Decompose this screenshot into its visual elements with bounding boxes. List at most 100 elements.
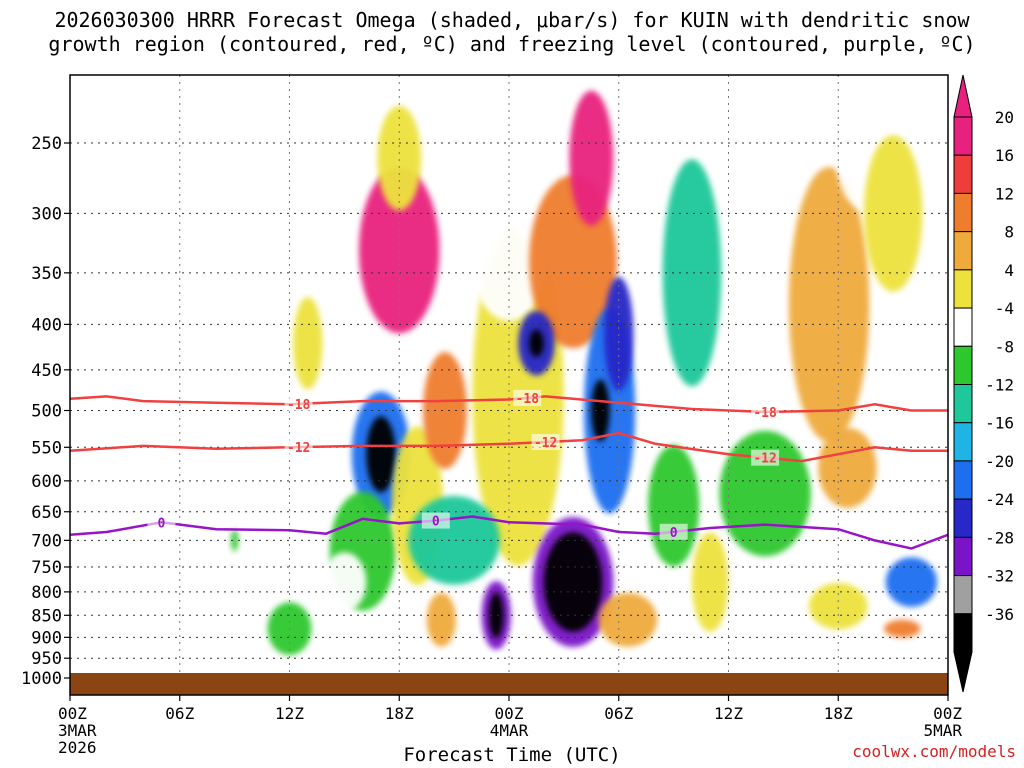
colorbar-label-0: 20 <box>995 108 1014 127</box>
contour-label-2-2: 0 <box>670 526 678 541</box>
contour-label-bg-0-0 <box>284 395 313 412</box>
y-tick-label-950: 950 <box>31 649 62 669</box>
y-tick-label-600: 600 <box>31 472 62 492</box>
y-tick-label-650: 650 <box>31 503 62 523</box>
x-tick-date-4: 4MAR <box>490 721 529 740</box>
y-tick-label-800: 800 <box>31 583 62 603</box>
colorbar-label-2: 12 <box>995 184 1014 203</box>
omega-cell-13 <box>569 90 614 226</box>
colorbar-swatch-7 <box>953 384 973 424</box>
colorbar-label-13: -36 <box>985 605 1014 624</box>
omega-cell-12 <box>529 329 544 358</box>
colorbar-label-9: -20 <box>985 452 1014 471</box>
ground-bar <box>70 673 948 695</box>
contour-label-bg-2-0 <box>147 514 176 531</box>
contour-label-2-1: 0 <box>432 515 440 530</box>
y-tick-label-900: 900 <box>31 628 62 648</box>
colorbar-label-7: -12 <box>985 376 1014 395</box>
x-tick-date-8: 5MAR <box>923 721 962 740</box>
x-tick-date-0: 3MAR <box>58 721 97 740</box>
omega-cell-37 <box>262 473 299 562</box>
omega-cell-27 <box>662 159 722 387</box>
contour-label-2-0: 0 <box>158 516 166 531</box>
x-tick-label-6: 12Z <box>714 704 743 723</box>
contour-line--12 <box>69 431 948 463</box>
omega-cell-1 <box>377 105 422 211</box>
omega-cell-22 <box>426 592 456 647</box>
colorbar-label-3: 8 <box>1004 223 1014 242</box>
x-tick-year-0: 2026 <box>58 738 97 757</box>
colorbar-swatch-13 <box>953 613 973 653</box>
y-tick-label-1000: 1000 <box>21 669 62 689</box>
colorbar-label-4: 4 <box>1004 261 1014 280</box>
y-tick-label-350: 350 <box>31 264 62 284</box>
contour-label-bg-0-2 <box>751 404 780 421</box>
omega-cell-29 <box>719 430 811 557</box>
x-tick-label-1: 06Z <box>165 704 194 723</box>
source-credit: coolwx.com/models <box>852 742 1016 761</box>
contour-label-bg-2-2 <box>659 523 688 540</box>
colorbar-top-arrow <box>953 74 973 118</box>
contour-label-1-0: -12 <box>287 441 310 456</box>
omega-cell-28 <box>691 532 729 632</box>
omega-shading <box>124 90 938 656</box>
contour-label-0-1: -18 <box>516 392 540 407</box>
y-tick-label-550: 550 <box>31 438 62 458</box>
contour-label-1-2: -12 <box>753 452 776 467</box>
contour-line-0 <box>69 515 949 550</box>
omega-cell-31 <box>818 427 877 508</box>
x-tick-label-0: 00Z <box>58 704 87 723</box>
contour-label-0-2: -18 <box>753 406 777 421</box>
y-tick-label-700: 700 <box>31 531 62 551</box>
colorbar-label-1: 16 <box>995 146 1014 165</box>
chart-title: 2026030300 HRRR Forecast Omega (shaded, … <box>0 8 1024 56</box>
contour-label-bg-2-1 <box>421 512 450 529</box>
colorbar-swatch-9 <box>953 460 973 500</box>
colorbar-swatch-0 <box>953 116 973 156</box>
x-axis-title: Forecast Time (UTC) <box>403 744 621 766</box>
contour-label-0-0: -18 <box>287 398 311 413</box>
colorbar-swatch-10 <box>953 498 973 538</box>
omega-cell-26 <box>648 444 700 567</box>
colorbar-bottom-arrow <box>953 651 973 693</box>
colorbar-label-6: -8 <box>995 337 1014 356</box>
omega-cell-38 <box>251 114 274 312</box>
grid-lines <box>70 75 948 695</box>
x-tick-label-8: 00Z <box>933 704 962 723</box>
ground-layer <box>70 673 948 695</box>
contour-label-bg-1-1 <box>531 433 560 450</box>
contour-label-bg-1-2 <box>751 449 780 466</box>
x-tick-label-5: 06Z <box>604 704 633 723</box>
omega-cell-15 <box>604 277 634 391</box>
omega-cell-3 <box>366 416 396 493</box>
title-line-1: 2026030300 HRRR Forecast Omega (shaded, … <box>54 8 970 32</box>
omega-cell-30 <box>788 167 870 443</box>
y-tick-label-750: 750 <box>31 558 62 578</box>
colorbar-swatch-8 <box>953 422 973 462</box>
omega-cell-35 <box>883 619 921 638</box>
colorbar-swatch-11 <box>953 536 973 577</box>
omega-cell-6 <box>423 352 467 469</box>
omega-cell-19 <box>598 592 658 647</box>
omega-cell-39 <box>293 297 323 390</box>
title-line-2: growth region (contoured, red, ºC) and f… <box>48 32 976 56</box>
omega-cell-23 <box>408 496 500 585</box>
colorbar-swatch-3 <box>953 231 973 271</box>
omega-cell-41 <box>230 529 239 552</box>
omega-cell-36 <box>808 582 868 630</box>
colorbar-swatch-6 <box>953 345 973 385</box>
omega-cell-33 <box>863 135 923 292</box>
colorbar-swatch-5 <box>953 307 973 347</box>
x-tick-label-3: 18Z <box>385 704 414 723</box>
colorbar-swatch-1 <box>953 154 973 194</box>
colorbar-swatch-2 <box>953 192 973 233</box>
omega-cell-16 <box>591 379 610 442</box>
y-tick-label-850: 850 <box>31 606 62 626</box>
colorbar: 20 16 12 8 4 -4 -8 -12 -16 -20 -24 -28 -32 -36 <box>953 74 1014 693</box>
omega-cell-40 <box>124 454 133 482</box>
colorbar-label-10: -24 <box>985 490 1014 509</box>
temperature-contours: -18 -18 -18 -12 -12 -12 0 0 0 <box>69 389 949 550</box>
y-axis: 2503003504004505005506006507007508008509… <box>21 134 70 689</box>
